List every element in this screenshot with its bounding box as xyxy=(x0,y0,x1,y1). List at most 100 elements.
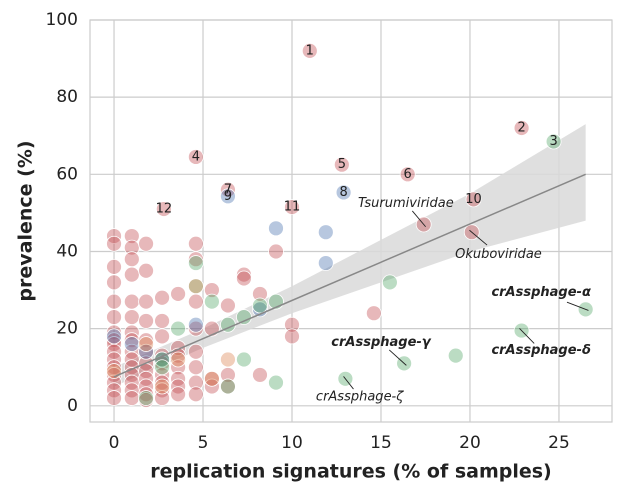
x-tick-label: 10 xyxy=(281,433,303,453)
y-tick-label: 60 xyxy=(56,164,78,184)
point xyxy=(123,336,140,352)
point-label: 2 xyxy=(517,121,525,136)
point xyxy=(252,297,268,314)
point-label: 9 xyxy=(224,189,232,204)
regression-line xyxy=(113,173,586,378)
point xyxy=(381,274,398,291)
point xyxy=(545,133,562,150)
point xyxy=(138,293,154,310)
point xyxy=(333,156,350,173)
point-label: 1 xyxy=(306,43,314,58)
annotation-arrow xyxy=(469,229,488,246)
point xyxy=(284,316,300,333)
point xyxy=(154,289,170,306)
annotation-arrow xyxy=(566,301,589,311)
point xyxy=(154,328,170,345)
x-tick-label: 15 xyxy=(370,433,392,453)
point xyxy=(220,297,236,314)
point xyxy=(170,351,186,368)
point-label: 10 xyxy=(465,192,482,207)
point xyxy=(187,255,204,271)
annotation-arrow xyxy=(343,376,354,390)
point xyxy=(154,359,170,376)
point xyxy=(138,235,154,252)
point xyxy=(204,320,220,337)
point xyxy=(268,374,284,391)
point xyxy=(170,386,186,403)
point xyxy=(123,266,140,283)
point xyxy=(138,336,154,352)
point xyxy=(138,390,154,406)
point xyxy=(252,367,268,383)
point xyxy=(204,293,220,310)
point-label: 8 xyxy=(339,185,347,200)
y-tick-label: 80 xyxy=(56,87,78,107)
point xyxy=(187,235,204,252)
point xyxy=(513,120,530,136)
x-tick-label: 25 xyxy=(548,433,570,453)
point xyxy=(465,191,482,208)
annotation-label: crAssphage-α xyxy=(491,285,591,300)
point xyxy=(187,320,204,337)
point xyxy=(317,224,334,241)
point xyxy=(284,328,300,345)
point xyxy=(220,378,236,395)
point xyxy=(106,390,122,406)
point xyxy=(284,199,300,216)
y-tick-label: 20 xyxy=(56,319,78,339)
point xyxy=(106,328,122,345)
point xyxy=(138,386,154,403)
y-axis-label: prevalence (%) xyxy=(15,140,37,301)
point xyxy=(106,235,122,252)
y-tick-label: 100 xyxy=(46,10,78,30)
point xyxy=(399,166,416,183)
point xyxy=(170,347,186,364)
point xyxy=(106,259,122,275)
point xyxy=(220,181,236,198)
point xyxy=(187,251,204,268)
annotation-arrow xyxy=(388,349,407,366)
point-label: 5 xyxy=(338,157,346,172)
point xyxy=(301,42,318,59)
point xyxy=(317,255,334,271)
point xyxy=(123,293,140,310)
point xyxy=(187,386,204,403)
point xyxy=(220,188,236,205)
point xyxy=(154,313,170,329)
x-axis-label: replication signatures (% of samples) xyxy=(150,461,552,483)
point-label: 12 xyxy=(156,202,173,217)
point xyxy=(187,316,204,333)
annotation-label: crAssphage-ζ xyxy=(316,389,404,404)
point xyxy=(204,282,220,298)
point xyxy=(335,184,352,201)
point xyxy=(236,351,252,368)
point xyxy=(106,309,122,325)
point-label: 3 xyxy=(549,134,557,149)
point xyxy=(236,270,252,287)
point xyxy=(187,293,204,310)
confidence-band xyxy=(114,124,586,387)
point xyxy=(106,274,122,291)
point xyxy=(123,390,140,406)
annotation-arrow xyxy=(411,210,426,228)
y-tick-label: 40 xyxy=(56,241,78,261)
point-label: 7 xyxy=(224,182,232,197)
annotation-arrow xyxy=(519,328,535,344)
point xyxy=(365,305,382,322)
point-label: 11 xyxy=(284,200,301,215)
point xyxy=(106,293,122,310)
point xyxy=(187,359,204,376)
point xyxy=(187,374,204,391)
point xyxy=(155,201,172,217)
annotation-label: Okuboviridae xyxy=(455,247,542,262)
point-label: 6 xyxy=(404,167,412,182)
point xyxy=(170,286,186,302)
point xyxy=(236,309,252,325)
point xyxy=(154,378,170,395)
point xyxy=(106,332,122,349)
point xyxy=(268,243,284,260)
point xyxy=(170,320,186,337)
annotation-label: crAssphage-γ xyxy=(331,335,432,350)
point xyxy=(123,228,140,244)
